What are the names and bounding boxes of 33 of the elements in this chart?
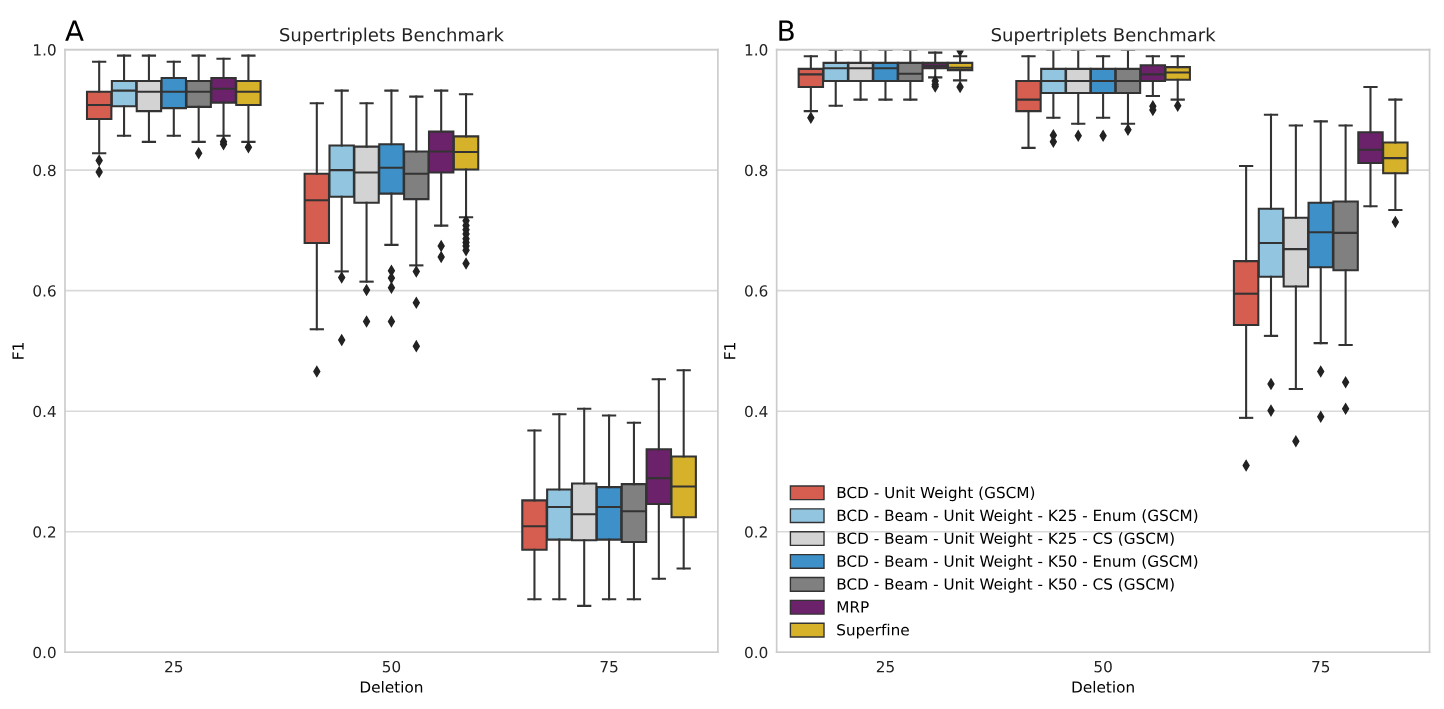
legend-label: BCD - Unit Weight (GSCM) [837, 486, 1035, 502]
x-tick-label: 50 [1094, 660, 1112, 673]
y-tick-label: 0.4 [745, 405, 768, 418]
y-tick-label: 0.8 [745, 164, 768, 177]
x-tick-label: 25 [165, 660, 183, 673]
y-tick-label: 0.6 [745, 285, 768, 297]
legend-label: BCD - Beam - Unit Weight - K25 - CS (GSCM) [837, 532, 1174, 547]
x-tick-label: 75 [600, 661, 618, 673]
legend-label: BCD - Beam - Unit Weight - K25 - Enum (GSCM) [837, 509, 1198, 525]
text: B [779, 20, 794, 41]
y-tick-label: 0.0 [33, 646, 56, 659]
x-axis-title: Deletion [360, 680, 423, 693]
legend-label: MRP [837, 601, 869, 613]
y-tick-label: 0.8 [33, 164, 56, 177]
x-tick-label: 75 [1312, 661, 1330, 673]
y-tick-label: 0.0 [745, 646, 768, 659]
y-axis-title: F1 [724, 343, 736, 359]
y-tick-label: 1.0 [745, 44, 768, 56]
y-axis-title: F1 [12, 343, 24, 359]
legend-label: BCD - Beam - Unit Weight - K50 - CS (GSCM) [837, 577, 1174, 593]
y-tick-label: 1.0 [34, 44, 56, 56]
x-axis-title: Deletion [1072, 680, 1134, 693]
y-tick-label: 0.2 [745, 526, 767, 538]
text: A [65, 20, 84, 41]
chart-title: Supertriplets Benchmark [991, 27, 1216, 46]
y-tick-label: 0.2 [33, 526, 56, 538]
y-tick-label: 0.6 [33, 285, 56, 297]
y-tick-label: 0.4 [33, 405, 56, 418]
chart-title: Supertriplets Benchmark [280, 27, 504, 46]
x-tick-label: 25 [876, 660, 894, 673]
legend-label: BCD - Beam - Unit Weight - K50 - Enum (GSCM) [837, 555, 1198, 570]
legend-label: Superfine [837, 623, 909, 639]
x-tick-label: 50 [382, 660, 401, 673]
